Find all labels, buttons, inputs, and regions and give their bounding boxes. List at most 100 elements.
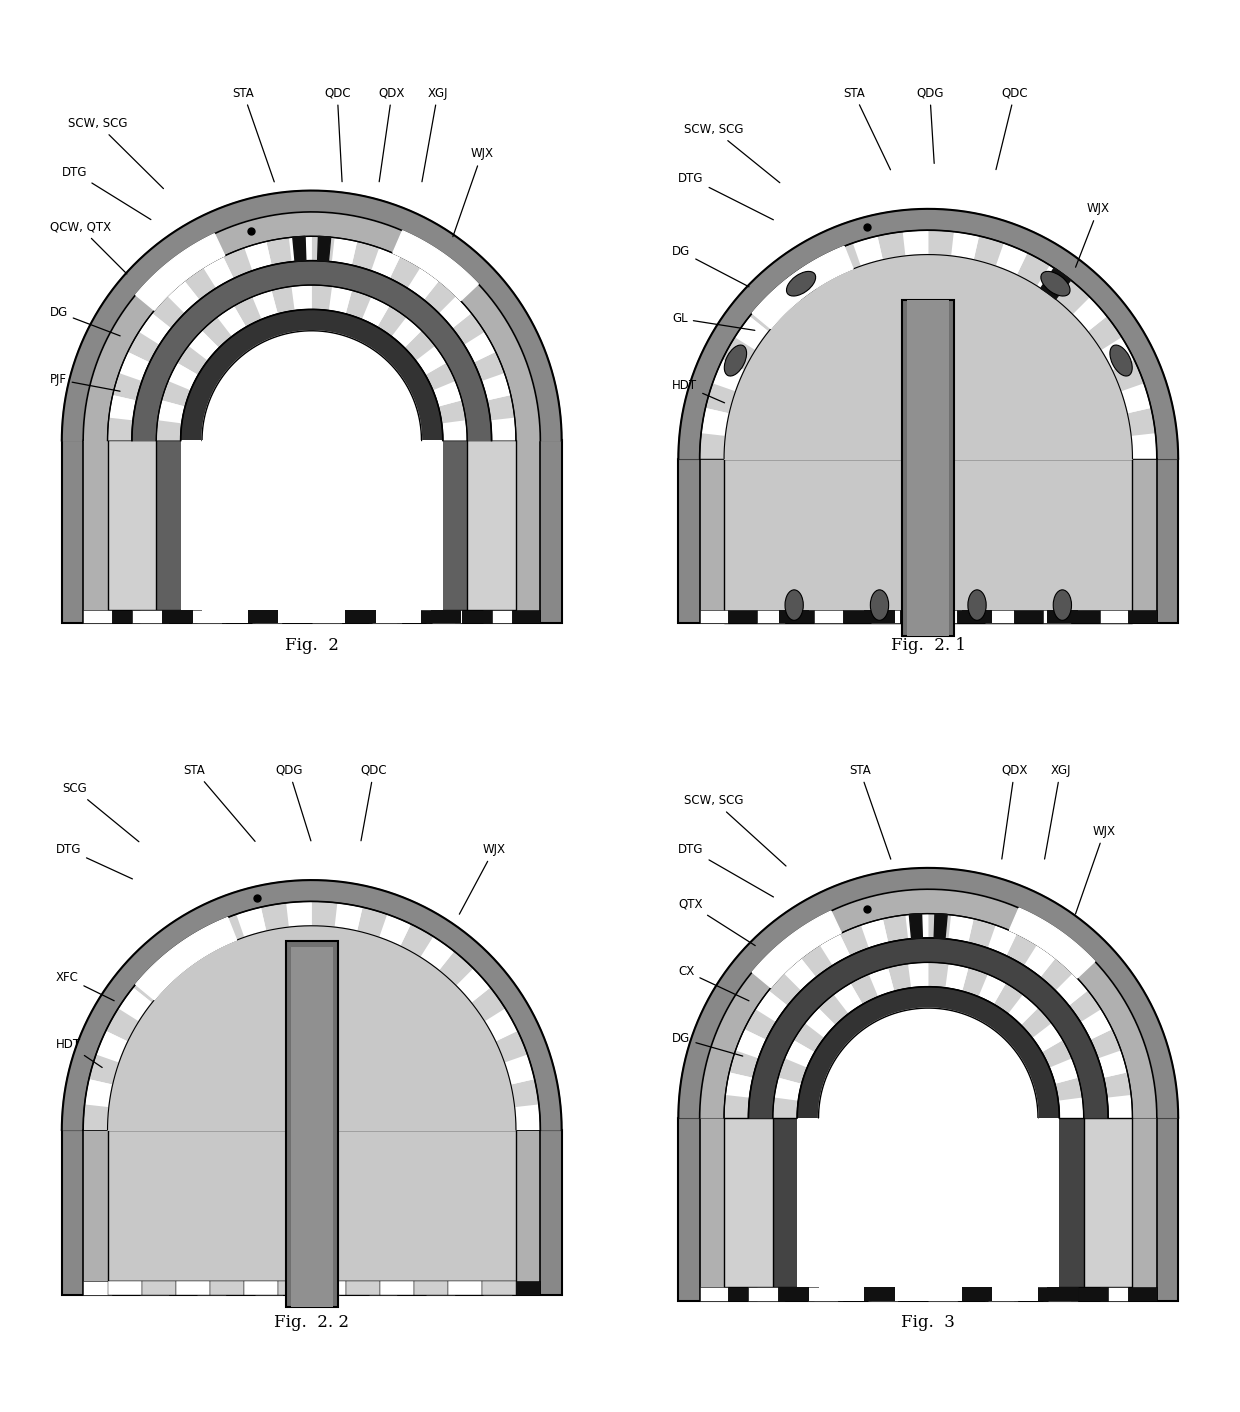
Bar bbox=[192, 610, 222, 623]
Polygon shape bbox=[133, 969, 167, 1003]
Bar bbox=[83, 610, 112, 623]
Bar bbox=[226, 1281, 254, 1295]
Polygon shape bbox=[801, 945, 832, 977]
Polygon shape bbox=[439, 952, 474, 986]
Bar bbox=[1018, 1288, 1048, 1300]
Bar bbox=[197, 610, 226, 623]
Polygon shape bbox=[820, 933, 851, 966]
Bar bbox=[1043, 1288, 1071, 1300]
Bar bbox=[169, 1281, 197, 1295]
Bar bbox=[797, 1118, 1059, 1300]
Bar bbox=[872, 610, 900, 623]
Polygon shape bbox=[357, 907, 387, 938]
Polygon shape bbox=[805, 1008, 836, 1038]
Bar bbox=[112, 610, 140, 623]
Polygon shape bbox=[371, 247, 401, 278]
Polygon shape bbox=[713, 360, 744, 391]
Text: WJX: WJX bbox=[459, 843, 506, 914]
Bar bbox=[176, 1281, 210, 1295]
Polygon shape bbox=[1037, 265, 1071, 299]
Polygon shape bbox=[453, 313, 485, 345]
Bar bbox=[484, 1281, 512, 1295]
Bar bbox=[808, 1288, 838, 1300]
Polygon shape bbox=[1055, 973, 1087, 1005]
Polygon shape bbox=[425, 363, 455, 390]
Polygon shape bbox=[1101, 337, 1135, 370]
Bar bbox=[62, 441, 562, 623]
Bar bbox=[678, 1118, 1178, 1300]
Polygon shape bbox=[169, 363, 198, 390]
Bar bbox=[1071, 610, 1100, 623]
Text: SCW, SCG: SCW, SCG bbox=[68, 117, 164, 189]
Bar bbox=[432, 610, 461, 623]
Polygon shape bbox=[119, 352, 150, 381]
Polygon shape bbox=[699, 890, 1157, 1118]
Bar bbox=[455, 1281, 484, 1295]
Bar bbox=[162, 610, 192, 623]
Text: XFC: XFC bbox=[56, 971, 114, 1001]
Polygon shape bbox=[346, 291, 371, 319]
Text: QDC: QDC bbox=[324, 86, 351, 182]
Polygon shape bbox=[784, 959, 816, 991]
Polygon shape bbox=[878, 232, 905, 260]
Bar bbox=[1047, 610, 1078, 623]
Bar bbox=[448, 1281, 482, 1295]
Polygon shape bbox=[95, 1031, 128, 1063]
Bar bbox=[414, 1281, 448, 1295]
Ellipse shape bbox=[724, 345, 746, 376]
Ellipse shape bbox=[785, 590, 804, 620]
Bar bbox=[372, 610, 402, 623]
Bar bbox=[283, 610, 311, 623]
Bar bbox=[785, 610, 813, 623]
Bar bbox=[779, 1288, 810, 1300]
Polygon shape bbox=[505, 1055, 534, 1084]
Polygon shape bbox=[217, 306, 247, 336]
Text: STA: STA bbox=[184, 764, 255, 842]
Polygon shape bbox=[753, 246, 853, 329]
Bar bbox=[842, 610, 872, 623]
Polygon shape bbox=[1107, 1094, 1132, 1118]
Text: DTG: DTG bbox=[678, 172, 774, 220]
Text: WJX: WJX bbox=[1075, 202, 1110, 267]
Bar bbox=[512, 610, 541, 623]
Polygon shape bbox=[1069, 990, 1101, 1022]
Polygon shape bbox=[769, 973, 801, 1005]
Bar bbox=[1047, 1288, 1078, 1300]
Polygon shape bbox=[433, 381, 461, 407]
Polygon shape bbox=[377, 306, 407, 336]
Polygon shape bbox=[474, 352, 505, 381]
Bar bbox=[141, 1281, 176, 1295]
Polygon shape bbox=[128, 332, 160, 363]
Polygon shape bbox=[735, 316, 769, 350]
Bar bbox=[83, 441, 541, 623]
Polygon shape bbox=[735, 1029, 766, 1059]
Bar bbox=[427, 1281, 455, 1295]
Polygon shape bbox=[1127, 408, 1156, 436]
Polygon shape bbox=[1112, 360, 1145, 391]
Bar bbox=[724, 1118, 1132, 1288]
Bar bbox=[959, 1288, 988, 1300]
Text: GL: GL bbox=[672, 312, 755, 330]
Polygon shape bbox=[773, 1097, 799, 1118]
Bar bbox=[957, 1288, 986, 1300]
Polygon shape bbox=[389, 257, 420, 288]
Polygon shape bbox=[725, 1072, 753, 1097]
Text: DG: DG bbox=[672, 246, 749, 287]
Polygon shape bbox=[317, 236, 331, 261]
Bar bbox=[728, 610, 756, 623]
Polygon shape bbox=[786, 265, 820, 299]
Text: QDG: QDG bbox=[916, 86, 944, 164]
Polygon shape bbox=[1021, 1008, 1052, 1038]
Bar bbox=[864, 610, 895, 623]
Ellipse shape bbox=[968, 590, 986, 620]
Bar bbox=[461, 610, 491, 623]
Polygon shape bbox=[293, 236, 306, 261]
Polygon shape bbox=[1007, 933, 1037, 966]
Bar bbox=[484, 610, 512, 623]
Text: PJF: PJF bbox=[50, 373, 120, 391]
Polygon shape bbox=[156, 421, 182, 441]
Polygon shape bbox=[724, 1094, 749, 1118]
Polygon shape bbox=[1040, 268, 1071, 299]
Polygon shape bbox=[485, 1008, 517, 1042]
Bar bbox=[340, 610, 368, 623]
